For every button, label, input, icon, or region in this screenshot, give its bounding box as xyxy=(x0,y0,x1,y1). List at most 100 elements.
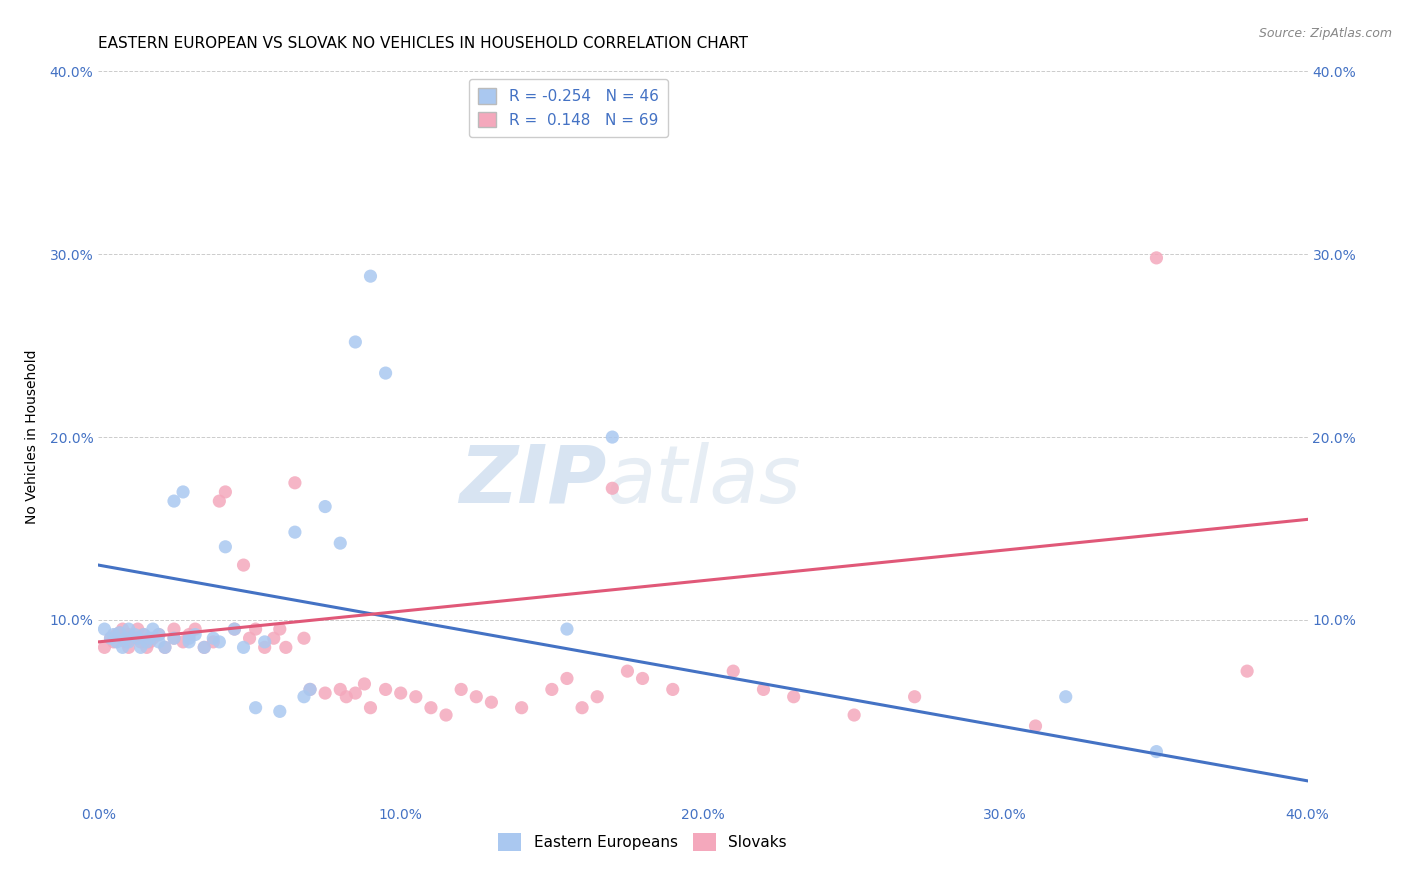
Point xyxy=(555,672,578,686)
Point xyxy=(184,627,207,641)
Point xyxy=(374,682,396,697)
Point xyxy=(299,682,322,697)
Point xyxy=(602,430,624,444)
Point xyxy=(844,708,866,723)
Point xyxy=(661,682,683,697)
Point xyxy=(232,558,254,573)
Point xyxy=(124,632,146,646)
Point xyxy=(434,708,457,723)
Point xyxy=(135,635,157,649)
Point xyxy=(481,695,503,709)
Point xyxy=(224,622,246,636)
Point xyxy=(108,625,131,640)
Point xyxy=(105,635,128,649)
Point xyxy=(163,622,186,636)
Point xyxy=(360,269,382,284)
Point xyxy=(118,635,141,649)
Point xyxy=(105,627,128,641)
Point xyxy=(163,632,186,646)
Point xyxy=(292,690,315,704)
Point xyxy=(148,627,170,641)
Point xyxy=(163,632,186,646)
Point xyxy=(353,677,375,691)
Point xyxy=(540,682,562,697)
Point xyxy=(314,686,336,700)
Point xyxy=(245,700,267,714)
Point xyxy=(100,632,122,646)
Point xyxy=(253,635,276,649)
Point xyxy=(172,635,194,649)
Point xyxy=(111,640,134,655)
Point xyxy=(108,625,131,640)
Point xyxy=(114,635,136,649)
Point xyxy=(148,635,170,649)
Point xyxy=(783,690,806,704)
Point xyxy=(153,640,176,655)
Point xyxy=(299,682,322,697)
Point xyxy=(214,540,236,554)
Point xyxy=(284,475,307,490)
Point xyxy=(420,700,443,714)
Point xyxy=(571,700,593,714)
Text: ZIP: ZIP xyxy=(458,442,606,520)
Point xyxy=(405,690,427,704)
Point xyxy=(103,635,125,649)
Point xyxy=(263,632,285,646)
Point xyxy=(1144,251,1167,265)
Point xyxy=(269,622,291,636)
Point xyxy=(132,627,155,641)
Point xyxy=(103,627,125,641)
Point xyxy=(335,690,357,704)
Point xyxy=(344,686,367,700)
Point xyxy=(179,627,201,641)
Point xyxy=(329,536,352,550)
Point xyxy=(292,632,315,646)
Point xyxy=(139,632,162,646)
Point xyxy=(360,700,382,714)
Point xyxy=(139,635,162,649)
Point xyxy=(723,664,745,678)
Point xyxy=(179,635,201,649)
Point xyxy=(374,366,396,380)
Text: Source: ZipAtlas.com: Source: ZipAtlas.com xyxy=(1258,27,1392,40)
Point xyxy=(253,640,276,655)
Point xyxy=(1054,690,1077,704)
Point xyxy=(555,622,578,636)
Point xyxy=(1236,664,1258,678)
Point xyxy=(344,334,367,349)
Point xyxy=(142,632,165,646)
Point xyxy=(329,682,352,697)
Point xyxy=(224,622,246,636)
Point xyxy=(193,640,215,655)
Point xyxy=(118,622,141,636)
Point xyxy=(389,686,412,700)
Point xyxy=(111,622,134,636)
Point xyxy=(214,485,236,500)
Point xyxy=(179,632,201,646)
Point xyxy=(450,682,472,697)
Point xyxy=(269,705,291,719)
Point xyxy=(184,622,207,636)
Point xyxy=(1144,745,1167,759)
Point xyxy=(1024,719,1046,733)
Point xyxy=(586,690,609,704)
Point xyxy=(631,672,654,686)
Point xyxy=(129,635,152,649)
Point xyxy=(193,640,215,655)
Point xyxy=(232,640,254,655)
Point xyxy=(602,481,624,495)
Point xyxy=(245,622,267,636)
Text: atlas: atlas xyxy=(606,442,801,520)
Point xyxy=(124,627,146,641)
Point xyxy=(202,632,225,646)
Point xyxy=(904,690,927,704)
Point xyxy=(510,700,533,714)
Y-axis label: No Vehicles in Household: No Vehicles in Household xyxy=(24,350,38,524)
Point xyxy=(616,664,638,678)
Point xyxy=(127,622,149,636)
Point xyxy=(284,525,307,540)
Point xyxy=(172,485,194,500)
Point xyxy=(208,494,231,508)
Point xyxy=(114,632,136,646)
Point xyxy=(274,640,297,655)
